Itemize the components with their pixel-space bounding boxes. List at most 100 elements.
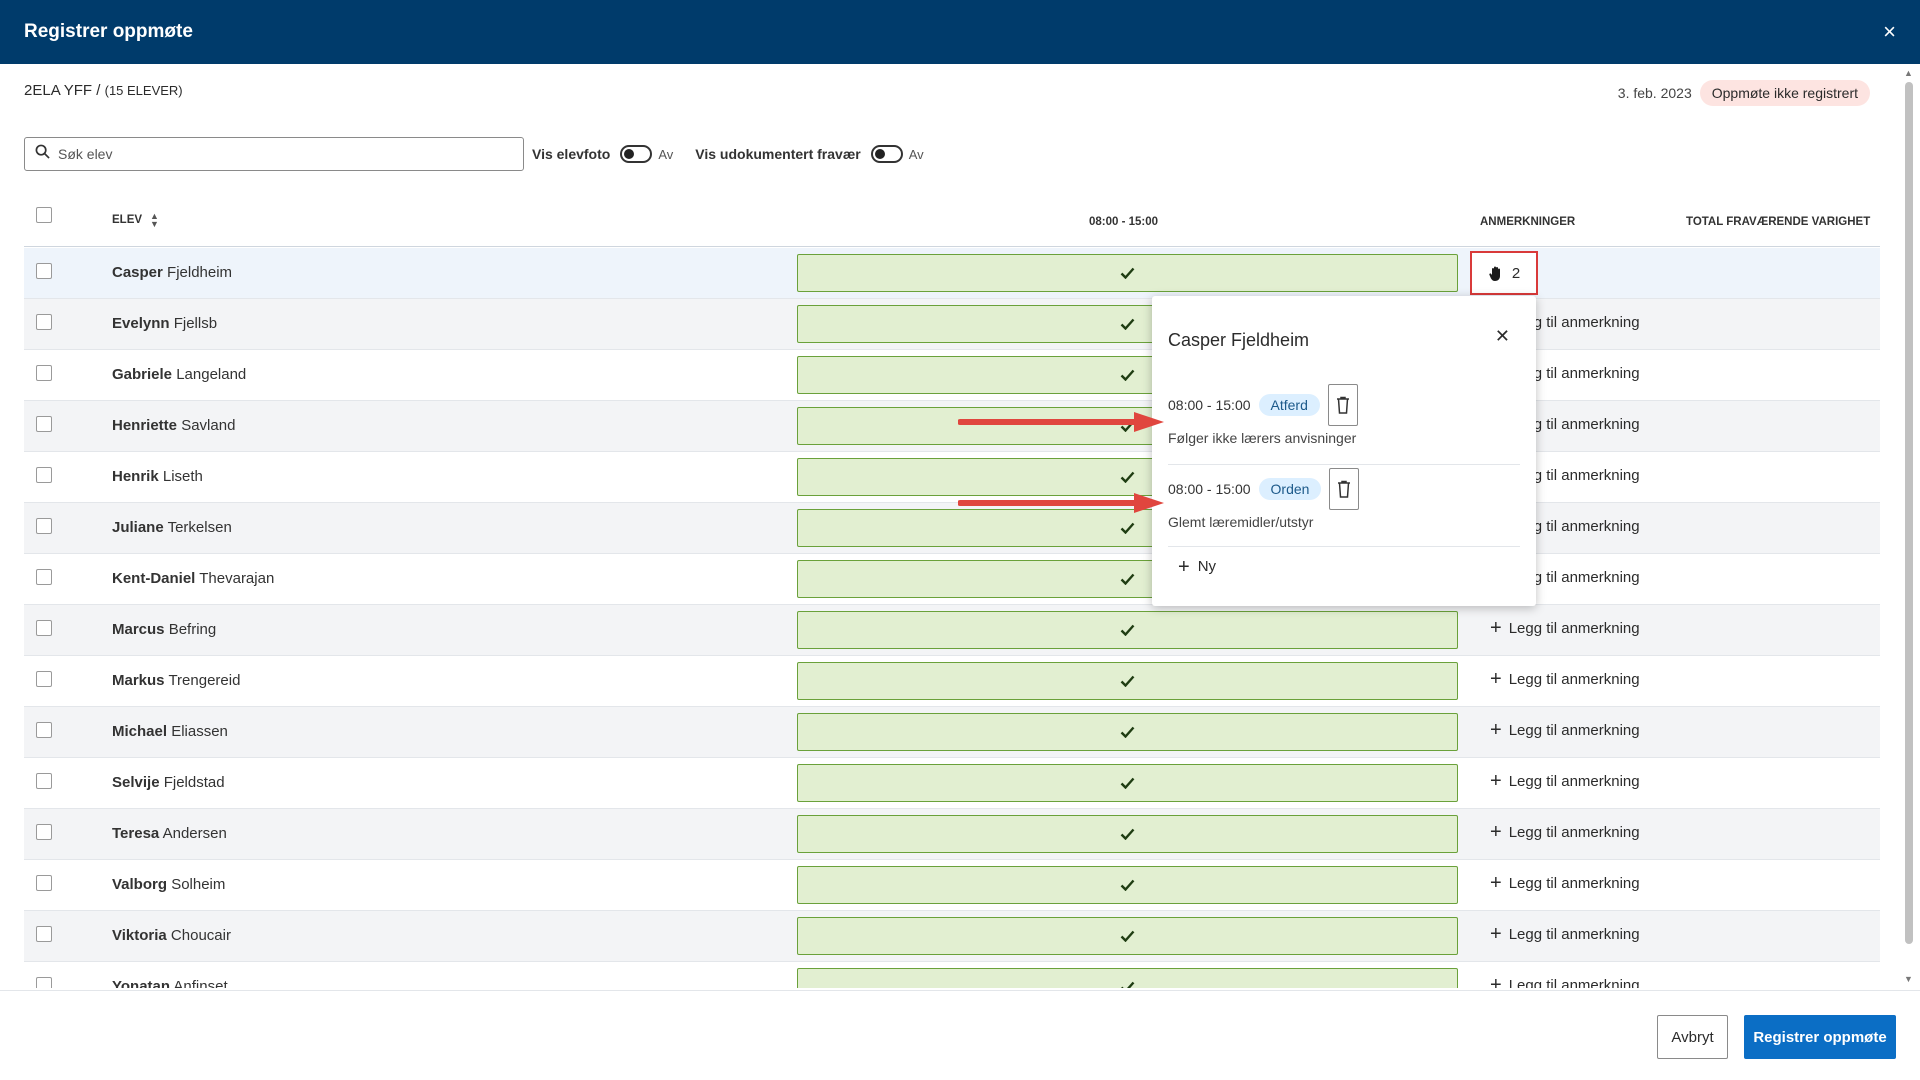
select-all-checkbox[interactable]	[36, 207, 52, 223]
student-name[interactable]: Juliane Terkelsen	[112, 519, 232, 536]
check-icon	[1120, 522, 1135, 534]
row-checkbox[interactable]	[36, 518, 52, 534]
student-first-name: Teresa	[112, 825, 160, 842]
attendance-bar[interactable]	[797, 254, 1458, 292]
check-icon	[1121, 981, 1135, 988]
column-header-student-label: ELEV	[112, 214, 143, 226]
add-remark-label: Legg til anmerkning	[1508, 416, 1640, 433]
table-row: Marcus Befring + Legg til anmerkning	[24, 605, 1880, 656]
close-icon[interactable]: ✕	[1494, 326, 1510, 346]
delete-remark-button[interactable]	[1329, 468, 1360, 510]
row-checkbox[interactable]	[36, 365, 52, 381]
student-name[interactable]: Evelynn Fjellsb	[112, 315, 217, 332]
student-name[interactable]: Henriette Savland	[112, 417, 235, 434]
add-remark-button[interactable]: + Legg til anmerkning	[1490, 618, 1640, 638]
remarks-count-button[interactable]: 2	[1470, 251, 1538, 295]
row-checkbox[interactable]	[36, 416, 52, 432]
student-name[interactable]: Viktoria Choucair	[112, 927, 231, 944]
remark-time: 08:00 - 15:00	[1168, 397, 1251, 413]
student-name[interactable]: Kent-Daniel Thevarajan	[112, 570, 274, 587]
student-name[interactable]: Michael Eliassen	[112, 723, 228, 740]
student-last-name: Andersen	[162, 825, 227, 842]
undoc-toggle-label: Vis udokumentert fravær	[695, 146, 861, 162]
close-icon[interactable]: ×	[1883, 19, 1896, 44]
scrollbar[interactable]: ▲ ▼	[1902, 66, 1916, 986]
search-box[interactable]	[24, 137, 524, 171]
add-remark-button[interactable]: + Legg til anmerkning	[1490, 822, 1640, 842]
add-remark-button[interactable]: + Legg til anmerkning	[1490, 873, 1640, 893]
row-checkbox[interactable]	[36, 314, 52, 330]
student-name[interactable]: Teresa Andersen	[112, 825, 227, 842]
dialog-footer: Avbryt Registrer oppmøte	[0, 990, 1920, 1080]
student-name[interactable]: Valborg Solheim	[112, 876, 225, 893]
add-remark-label: Legg til anmerkning	[1508, 671, 1640, 688]
student-first-name: Juliane	[112, 519, 164, 536]
row-checkbox[interactable]	[36, 926, 52, 942]
attendance-bar[interactable]	[797, 662, 1458, 700]
search-input[interactable]	[58, 146, 498, 162]
divider	[1168, 546, 1520, 547]
student-name[interactable]: Marcus Befring	[112, 621, 216, 638]
student-name[interactable]: Casper Fjeldheim	[112, 264, 232, 281]
cancel-button[interactable]: Avbryt	[1657, 1015, 1728, 1059]
photo-toggle-label: Vis elevfoto	[532, 146, 611, 162]
check-icon	[1120, 930, 1135, 942]
status-badge: Oppmøte ikke registrert	[1699, 80, 1870, 106]
attendance-bar[interactable]	[797, 917, 1458, 955]
table-row: Henrik Liseth+Legg til anmerkning	[24, 452, 1880, 503]
attendance-bar[interactable]	[797, 611, 1458, 649]
row-checkbox[interactable]	[36, 875, 52, 891]
annotation-arrow	[958, 493, 1164, 513]
check-icon	[1120, 471, 1135, 483]
row-checkbox[interactable]	[36, 977, 52, 988]
remark-category-tag: Orden	[1258, 478, 1322, 500]
add-remark-button[interactable]: + Legg til anmerkning	[1490, 720, 1640, 740]
undoc-toggle[interactable]	[870, 145, 903, 163]
check-icon	[1120, 675, 1135, 687]
attendance-bar[interactable]	[797, 866, 1458, 904]
attendance-bar[interactable]	[797, 968, 1458, 988]
row-checkbox[interactable]	[36, 824, 52, 840]
add-remark-button[interactable]: + Legg til anmerkning	[1490, 975, 1640, 988]
check-icon	[1120, 624, 1135, 636]
student-name[interactable]: Markus Trengereid	[112, 672, 240, 689]
check-icon	[1120, 879, 1135, 891]
table-row: Teresa Andersen + Legg til anmerkning	[24, 809, 1880, 860]
popover-title: Casper Fjeldheim	[1168, 330, 1310, 350]
add-remark-button[interactable]: + Legg til anmerkning	[1490, 771, 1640, 791]
student-last-name: Eliassen	[171, 723, 228, 740]
divider	[1168, 464, 1520, 465]
row-checkbox[interactable]	[36, 467, 52, 483]
add-remark-button[interactable]: + Legg til anmerkning	[1490, 669, 1640, 689]
student-name[interactable]: Selvije Fjeldstad	[112, 774, 225, 791]
scroll-up-arrow[interactable]: ▲	[1904, 68, 1913, 78]
table-row: Markus Trengereid + Legg til anmerkning	[24, 656, 1880, 707]
row-checkbox[interactable]	[36, 773, 52, 789]
register-attendance-button[interactable]: Registrer oppmøte	[1744, 1015, 1896, 1059]
scrollbar-thumb[interactable]	[1905, 82, 1913, 944]
student-name[interactable]: Gabriele Langeland	[112, 366, 246, 383]
student-first-name: Viktoria	[112, 927, 167, 944]
delete-remark-button[interactable]	[1327, 384, 1358, 426]
scroll-down-arrow[interactable]: ▼	[1904, 974, 1913, 984]
row-checkbox[interactable]	[36, 569, 52, 585]
student-name[interactable]: Yonatan Anfinset	[112, 978, 228, 988]
student-name[interactable]: Henrik Liseth	[112, 468, 203, 485]
class-name: 2ELA YFF /	[24, 82, 101, 99]
row-checkbox[interactable]	[36, 263, 52, 279]
attendance-bar[interactable]	[797, 764, 1458, 802]
check-icon	[1120, 777, 1135, 789]
row-checkbox[interactable]	[36, 671, 52, 687]
column-header-student[interactable]: ELEV ▲ ▼	[112, 211, 159, 229]
attendance-bar[interactable]	[797, 713, 1458, 751]
sort-icon[interactable]: ▲ ▼	[150, 211, 159, 229]
add-remark-button[interactable]: + Legg til anmerkning	[1490, 924, 1640, 944]
row-checkbox[interactable]	[36, 620, 52, 636]
row-checkbox[interactable]	[36, 722, 52, 738]
photo-toggle[interactable]	[620, 145, 653, 163]
table-header: ELEV ▲ ▼ 08:00 - 15:00 ANMERKNINGER TOTAL…	[24, 202, 1880, 247]
student-last-name: Langeland	[176, 366, 247, 383]
attendance-bar[interactable]	[797, 815, 1458, 853]
student-last-name: Savland	[181, 417, 236, 434]
new-remark-button[interactable]: + Ny	[1178, 557, 1216, 577]
